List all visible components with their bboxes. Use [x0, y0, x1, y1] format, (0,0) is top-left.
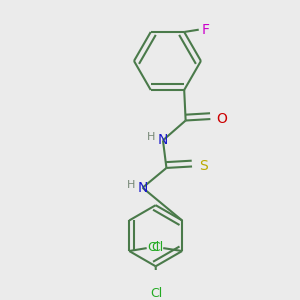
Text: F: F	[202, 23, 210, 37]
Text: H: H	[127, 180, 135, 190]
Text: Cl: Cl	[147, 241, 159, 254]
Text: H: H	[147, 132, 155, 142]
Text: N: N	[137, 181, 148, 195]
Text: N: N	[158, 133, 168, 147]
Text: S: S	[199, 160, 208, 173]
Text: Cl: Cl	[152, 241, 164, 254]
Text: O: O	[216, 112, 227, 126]
Text: Cl: Cl	[150, 287, 162, 300]
